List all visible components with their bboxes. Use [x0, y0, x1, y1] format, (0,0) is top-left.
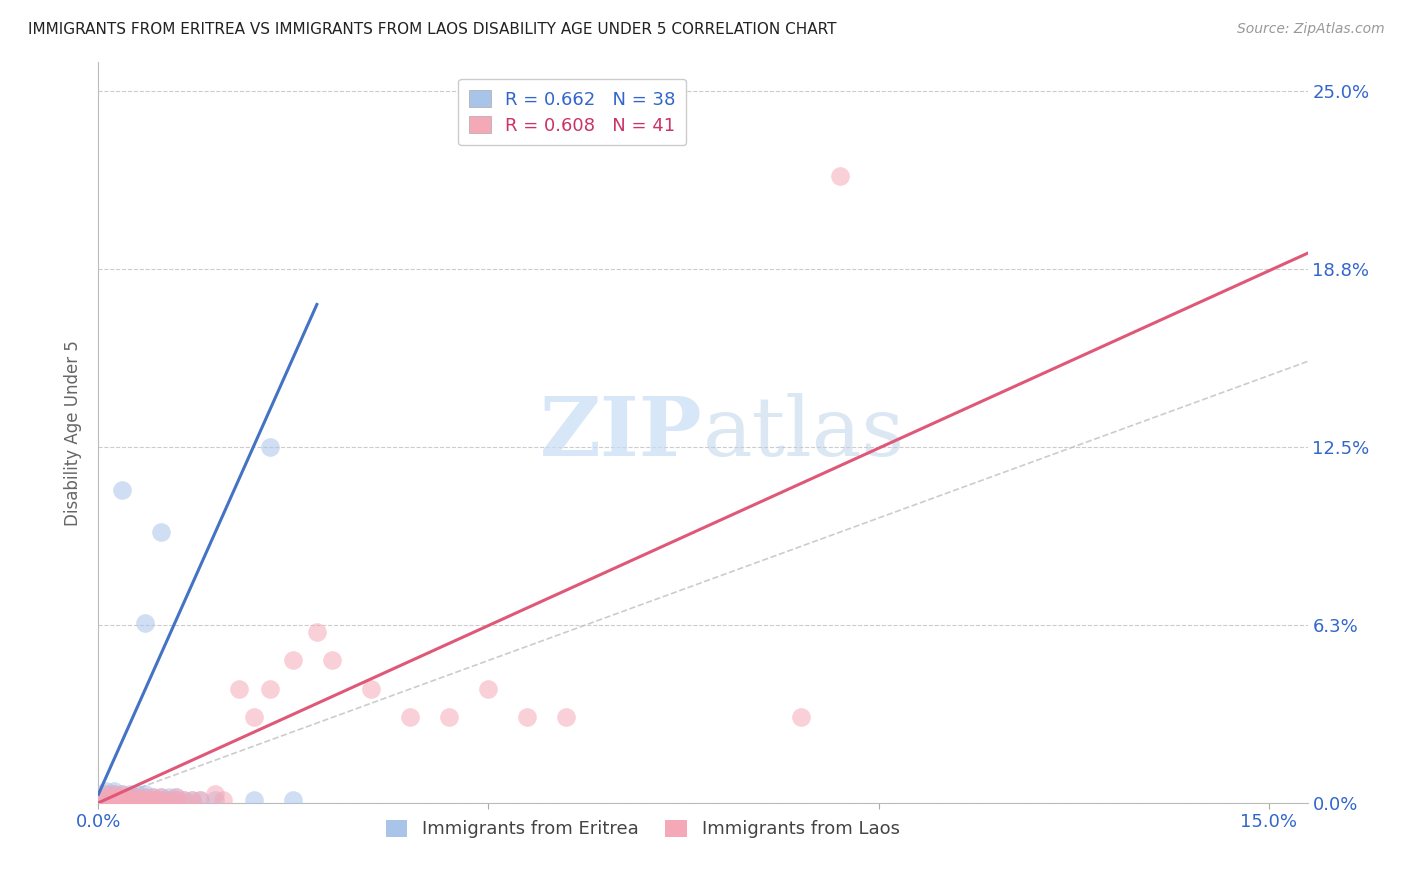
Point — [165, 790, 187, 805]
Point — [127, 787, 149, 801]
Text: ZIP: ZIP — [540, 392, 703, 473]
Point — [439, 710, 461, 724]
Point — [789, 710, 811, 724]
Legend: Immigrants from Eritrea, Immigrants from Laos: Immigrants from Eritrea, Immigrants from… — [378, 813, 907, 846]
Point — [118, 793, 141, 807]
Point — [103, 787, 125, 801]
Point — [142, 790, 165, 805]
Point — [165, 790, 187, 805]
Point — [103, 793, 125, 807]
Point — [103, 787, 125, 801]
Text: Source: ZipAtlas.com: Source: ZipAtlas.com — [1237, 22, 1385, 37]
Point — [399, 710, 422, 724]
Point — [305, 624, 328, 639]
Point — [243, 793, 266, 807]
Point — [111, 793, 134, 807]
Point — [157, 790, 180, 805]
Y-axis label: Disability Age Under 5: Disability Age Under 5 — [65, 340, 83, 525]
Point — [165, 793, 187, 807]
Point — [134, 790, 156, 805]
Point — [134, 790, 156, 805]
Text: IMMIGRANTS FROM ERITREA VS IMMIGRANTS FROM LAOS DISABILITY AGE UNDER 5 CORRELATI: IMMIGRANTS FROM ERITREA VS IMMIGRANTS FR… — [28, 22, 837, 37]
Point — [127, 793, 149, 807]
Point — [103, 784, 125, 798]
Point — [188, 793, 211, 807]
Point — [477, 681, 499, 696]
Point — [173, 793, 195, 807]
Point — [111, 787, 134, 801]
Point — [516, 710, 538, 724]
Point — [555, 710, 578, 724]
Point — [283, 793, 305, 807]
Point — [134, 793, 156, 807]
Point — [134, 793, 156, 807]
Point — [149, 793, 172, 807]
Point — [127, 793, 149, 807]
Point — [103, 793, 125, 807]
Point — [96, 790, 118, 805]
Point — [181, 793, 204, 807]
Point — [181, 793, 204, 807]
Point — [134, 616, 156, 631]
Point — [321, 653, 343, 667]
Text: atlas: atlas — [703, 392, 905, 473]
Point — [204, 787, 226, 801]
Point — [157, 793, 180, 807]
Point — [360, 681, 382, 696]
Point — [118, 790, 141, 805]
Point — [157, 793, 180, 807]
Point — [165, 793, 187, 807]
Point — [96, 790, 118, 805]
Point — [127, 790, 149, 805]
Point — [149, 793, 172, 807]
Point — [96, 793, 118, 807]
Point — [103, 790, 125, 805]
Point — [127, 790, 149, 805]
Point — [142, 793, 165, 807]
Point — [118, 790, 141, 805]
Point — [243, 710, 266, 724]
Point — [259, 681, 281, 696]
Point — [96, 793, 118, 807]
Point — [204, 793, 226, 807]
Point — [111, 793, 134, 807]
Point — [134, 787, 156, 801]
Point — [212, 793, 235, 807]
Point — [118, 793, 141, 807]
Point — [228, 681, 250, 696]
Point — [283, 653, 305, 667]
Point — [103, 790, 125, 805]
Point — [111, 787, 134, 801]
Point — [149, 525, 172, 540]
Point — [96, 787, 118, 801]
Point — [188, 793, 211, 807]
Point — [149, 790, 172, 805]
Point — [118, 787, 141, 801]
Point — [111, 790, 134, 805]
Point — [96, 787, 118, 801]
Point — [259, 440, 281, 454]
Point — [142, 793, 165, 807]
Point — [111, 790, 134, 805]
Point — [96, 784, 118, 798]
Point — [173, 793, 195, 807]
Point — [828, 169, 851, 184]
Point — [142, 790, 165, 805]
Point — [149, 790, 172, 805]
Point — [111, 483, 134, 497]
